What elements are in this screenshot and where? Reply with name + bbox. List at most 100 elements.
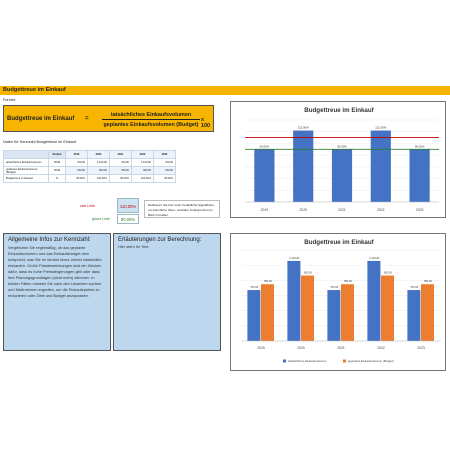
header-cell: 2021 [109,150,132,159]
bar [409,149,430,202]
value-cell[interactable]: 122,00% [131,174,154,183]
bar-geplant [341,284,354,341]
row-label[interactable]: tatsächliches Einkaufsvolumen [3,158,49,167]
info-panel: Allgemeine Infos zur Kennzahl: Vergleich… [3,233,111,351]
data-table: Einheit 2019 2020 2021 2022 2023 tatsäch… [3,150,176,183]
bar-tatsaechlich [367,260,381,341]
data-label: 1.100,00 [369,256,380,260]
x-tick-label: 2020 [297,346,305,350]
data-label: 900,00 [304,270,312,274]
data-label: 90,00% [415,144,425,148]
data-label: 122,00% [375,126,387,130]
x-tick-label: 2019 [257,346,265,350]
data-label: 90,00% [260,144,270,148]
legend-swatch [343,359,346,363]
chart-einkaufsvolumen-svg: Budgettreue im Einkauf 700,00 780,00 2019 1.… [241,239,441,363]
value-cell[interactable]: 900,00 [131,166,154,175]
bar-tatsaechlich [407,290,421,341]
data-label: 1.100,00 [289,256,300,260]
header-cell: Einheit [48,150,66,159]
x-tick-label: 2019 [261,208,269,212]
formula-equals: = [85,116,89,122]
bar-geplant [261,284,274,341]
unit-cell[interactable]: T€UR [48,166,66,175]
x-tick-label: 2023 [417,346,425,350]
green-line-input[interactable]: 90,00% [117,214,139,224]
info-title: Allgemeine Infos zur Kennzahl: [8,237,91,243]
legend-swatch [283,359,286,363]
chart-title: Budgettreue im Einkauf [304,107,374,114]
data-label: 90,00% [337,144,347,148]
header-cell [3,150,49,159]
value-cell[interactable]: 90,00% [109,174,132,183]
legend-label: tatsächliches Einkaufsvolumen [288,359,327,363]
bar [293,130,314,202]
value-cell[interactable]: 780,00 [65,166,88,175]
header-cell: 2019 [65,150,88,159]
data-label: 700,00 [410,285,418,289]
info-text: Vergleichen Sie regelmäßig, ob das gepla… [8,245,102,298]
x-tick-label: 2020 [299,208,307,212]
table-row: geplantes Einkaufsvolumen (Budget) T€UR … [3,166,176,175]
bar [254,149,275,202]
chart-budgettreue[interactable]: Budgettreue im Einkauf 90,00% 2019 122,00% 2… [230,101,446,218]
data-label: 700,00 [250,285,258,289]
x-tick-label: 2022 [377,346,385,350]
formula-lhs: Budgettreue im Einkauf [7,116,75,122]
header-cell: 2020 [87,150,110,159]
data-label: 700,00 [330,285,338,289]
data-label: 780,00 [264,279,272,283]
value-cell[interactable]: 1.100,00 [131,158,154,167]
chart-budgettreue-svg: Budgettreue im Einkauf 90,00% 2019 122,00% 2… [245,107,439,212]
red-line-label: rote Linie [80,204,95,208]
chart-title: Budgettreue im Einkauf [304,239,374,246]
formula-label: Formel: [3,98,16,102]
formula-box: Budgettreue im Einkauf = tatsächliches E… [3,105,214,132]
x-tick-label: 2021 [338,208,346,212]
red-line-input[interactable]: 110,00% [117,198,139,213]
header-cell: 2023 [153,150,176,159]
value-cell[interactable]: 700,00 [109,158,132,167]
fraction-line [102,119,200,120]
value-cell[interactable]: 700,00 [153,158,176,167]
formula-multiplier: x 100 [201,117,210,129]
bar-geplant [421,284,434,341]
table-row: Budgettreue im Einkauf % 90,00% 122,00% … [3,174,176,183]
x-tick-label: 2023 [416,208,424,212]
bar [370,130,391,202]
header-cell: 2022 [131,150,154,159]
bar [331,149,353,202]
value-cell[interactable]: 122,00% [87,174,110,183]
unit-cell[interactable]: % [48,174,66,183]
explanation-title: Erläuterungen zur Berechnung: [118,237,202,243]
explanation-panel[interactable]: Erläuterungen zur Berechnung: Hier steht… [113,233,221,351]
green-line-label: grüne Linie [92,217,110,221]
value-cell[interactable]: 700,00 [65,158,88,167]
signal-lines-hint: Definieren Sie hier noch zusätzliche Sig… [144,200,220,218]
x-tick-label: 2021 [337,346,345,350]
data-label: 780,00 [424,279,432,283]
value-cell[interactable]: 900,00 [87,166,110,175]
value-cell[interactable]: 780,00 [109,166,132,175]
page-title: Budgettreue im Einkauf [0,86,450,95]
legend-label: geplantes Einkaufsvolumen (Budget) [348,359,394,363]
bar-geplant [301,275,314,341]
bar-tatsaechlich [287,260,301,341]
data-label: 780,00 [344,279,352,283]
value-cell[interactable]: 1.100,00 [87,158,110,167]
table-header-row: Einheit 2019 2020 2021 2022 2023 [3,150,176,159]
data-label: 900,00 [384,270,392,274]
bar-tatsaechlich [327,290,341,341]
chart-einkaufsvolumen[interactable]: Budgettreue im Einkauf 700,00 780,00 2019 1.… [230,233,446,371]
x-tick-label: 2022 [377,208,385,212]
bar-tatsaechlich [247,290,261,341]
row-label[interactable]: geplantes Einkaufsvolumen (Budget) [3,166,49,175]
value-cell[interactable]: 90,00% [153,174,176,183]
data-section-label: Daten für Kennzahl Budgettreue im Einkau… [3,140,77,144]
value-cell[interactable]: 780,00 [153,166,176,175]
row-label[interactable]: Budgettreue im Einkauf [3,174,49,183]
table-row: tatsächliches Einkaufsvolumen T€UR 700,0… [3,158,176,167]
explanation-text[interactable]: Hier steht Ihr Text [118,244,149,249]
value-cell[interactable]: 90,00% [65,174,88,183]
unit-cell[interactable]: T€UR [48,158,66,167]
